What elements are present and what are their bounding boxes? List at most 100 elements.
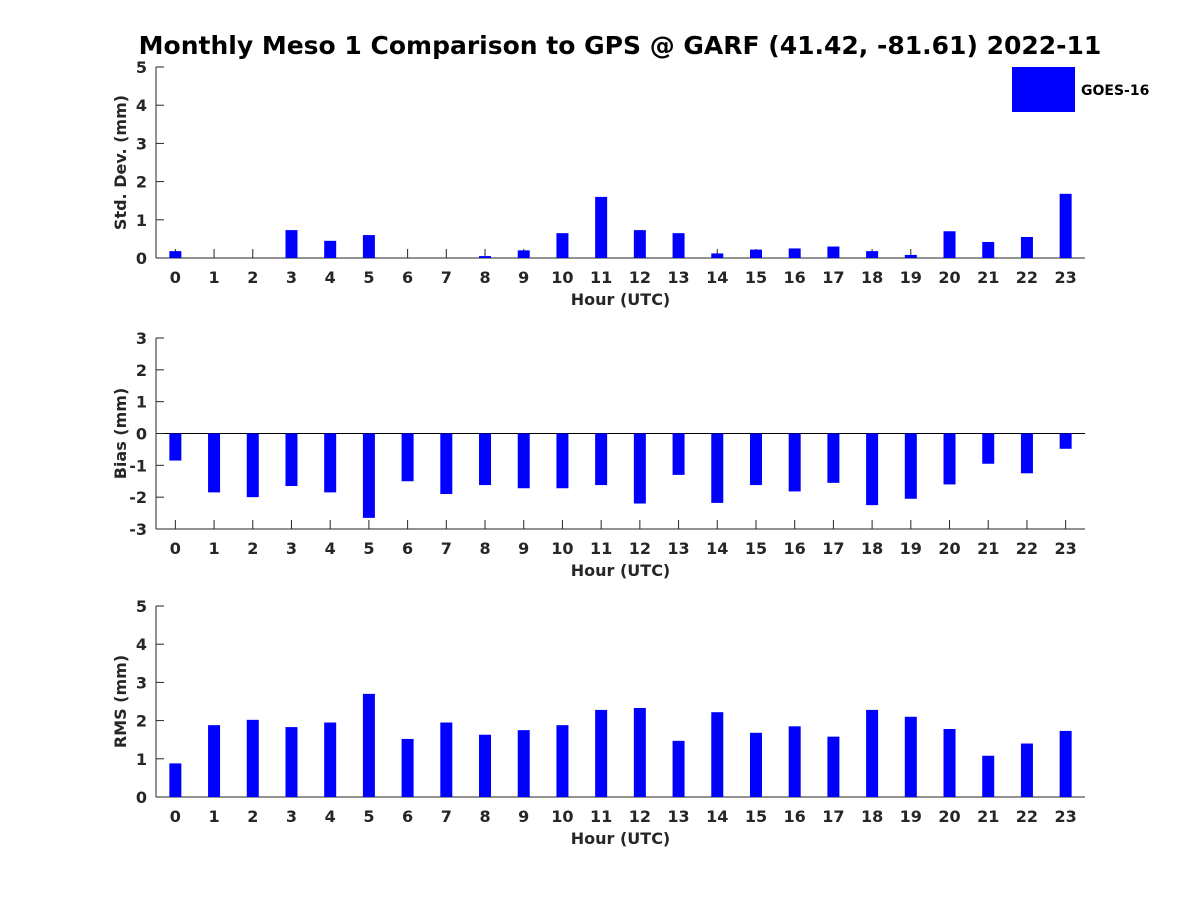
legend: GOES-16 [1012,67,1149,112]
bar-hour-9 [517,730,530,797]
x-tick-label: 3 [286,268,297,287]
y-tick-label: 3 [136,329,147,348]
x-tick-label: 5 [363,268,374,287]
y-tick-label: 4 [136,96,147,115]
x-tick-label: 23 [1055,539,1077,558]
y-tick-label: 3 [136,134,147,153]
x-tick-label: 17 [822,807,844,826]
x-tick-label: 1 [208,807,219,826]
x-tick-label: 0 [170,539,181,558]
x-tick-label: 0 [170,807,181,826]
bar-hour-22 [1020,236,1033,258]
bar-hour-13 [672,433,685,475]
x-tick-label: 1 [208,539,219,558]
y-tick-label: 1 [136,393,147,412]
x-tick-label: 21 [977,807,999,826]
x-tick-label: 18 [861,807,883,826]
x-tick-label: 4 [325,807,336,826]
bar-hour-21 [982,755,995,797]
bar-hour-15 [749,732,762,797]
x-tick-label: 3 [286,807,297,826]
x-axis-label: Hour (UTC) [571,290,671,309]
x-tick-label: 6 [402,539,413,558]
legend-swatch [1012,67,1075,112]
bar-hour-3 [285,727,298,797]
x-tick-label: 17 [822,539,844,558]
bar-hour-20 [943,433,956,485]
bar-hour-22 [1020,743,1033,797]
bar-hour-11 [595,196,608,258]
x-tick-label: 2 [247,539,258,558]
bar-hour-9 [517,433,530,489]
x-axis-label: Hour (UTC) [571,561,671,580]
chart-title: Monthly Meso 1 Comparison to GPS @ GARF … [139,31,1102,60]
bar-hour-12 [633,707,646,797]
y-axis-label: Bias (mm) [111,388,130,480]
x-tick-label: 15 [745,268,767,287]
y-tick-label: 5 [136,58,147,77]
x-tick-label: 22 [1016,807,1038,826]
x-tick-label: 7 [441,268,452,287]
bar-hour-0 [169,251,182,258]
x-tick-label: 2 [247,268,258,287]
bar-hour-7 [440,433,453,494]
x-tick-label: 12 [629,539,651,558]
bar-hour-17 [827,736,840,797]
bar-hour-19 [904,254,917,258]
x-tick-label: 21 [977,268,999,287]
x-tick-label: 20 [938,807,960,826]
x-tick-label: 14 [706,807,728,826]
bar-hour-17 [827,246,840,258]
bar-hour-14 [711,433,724,503]
x-tick-label: 20 [938,539,960,558]
x-tick-label: 22 [1016,268,1038,287]
x-tick-label: 10 [551,268,573,287]
bar-hour-13 [672,233,685,258]
x-tick-label: 15 [745,807,767,826]
bar-hour-6 [401,433,414,482]
x-tick-label: 15 [745,539,767,558]
x-tick-label: 19 [900,539,922,558]
bar-hour-12 [633,230,646,258]
x-tick-label: 3 [286,539,297,558]
x-tick-label: 16 [784,268,806,287]
bar-hour-16 [788,248,801,258]
bar-hour-5 [362,433,375,518]
bar-hour-15 [749,433,762,486]
x-tick-label: 11 [590,539,612,558]
x-tick-label: 16 [784,539,806,558]
x-tick-label: 7 [441,539,452,558]
bar-hour-3 [285,433,298,487]
y-tick-label: -2 [129,488,147,507]
bar-hour-11 [595,709,608,797]
bar-hour-18 [866,251,879,258]
x-tick-label: 12 [629,807,651,826]
bar-hour-18 [866,709,879,797]
bar-hour-19 [904,716,917,797]
bar-hour-1 [208,725,221,797]
bar-hour-6 [401,738,414,797]
bar-hour-21 [982,433,995,464]
bar-hour-11 [595,433,608,486]
y-tick-label: 2 [136,712,147,731]
x-tick-label: 14 [706,268,728,287]
x-tick-label: 6 [402,268,413,287]
bar-hour-8 [479,256,492,258]
x-tick-label: 18 [861,539,883,558]
bar-hour-3 [285,230,298,258]
x-tick-label: 10 [551,539,573,558]
x-tick-label: 22 [1016,539,1038,558]
y-tick-label: 0 [136,425,147,444]
y-tick-label: 2 [136,173,147,192]
x-tick-label: 18 [861,268,883,287]
x-tick-label: 1 [208,268,219,287]
bar-hour-5 [362,693,375,797]
x-tick-label: 4 [325,268,336,287]
x-axis-label: Hour (UTC) [571,829,671,848]
bar-hour-4 [324,722,337,797]
bar-hour-0 [169,763,182,797]
bar-hour-10 [556,433,569,489]
